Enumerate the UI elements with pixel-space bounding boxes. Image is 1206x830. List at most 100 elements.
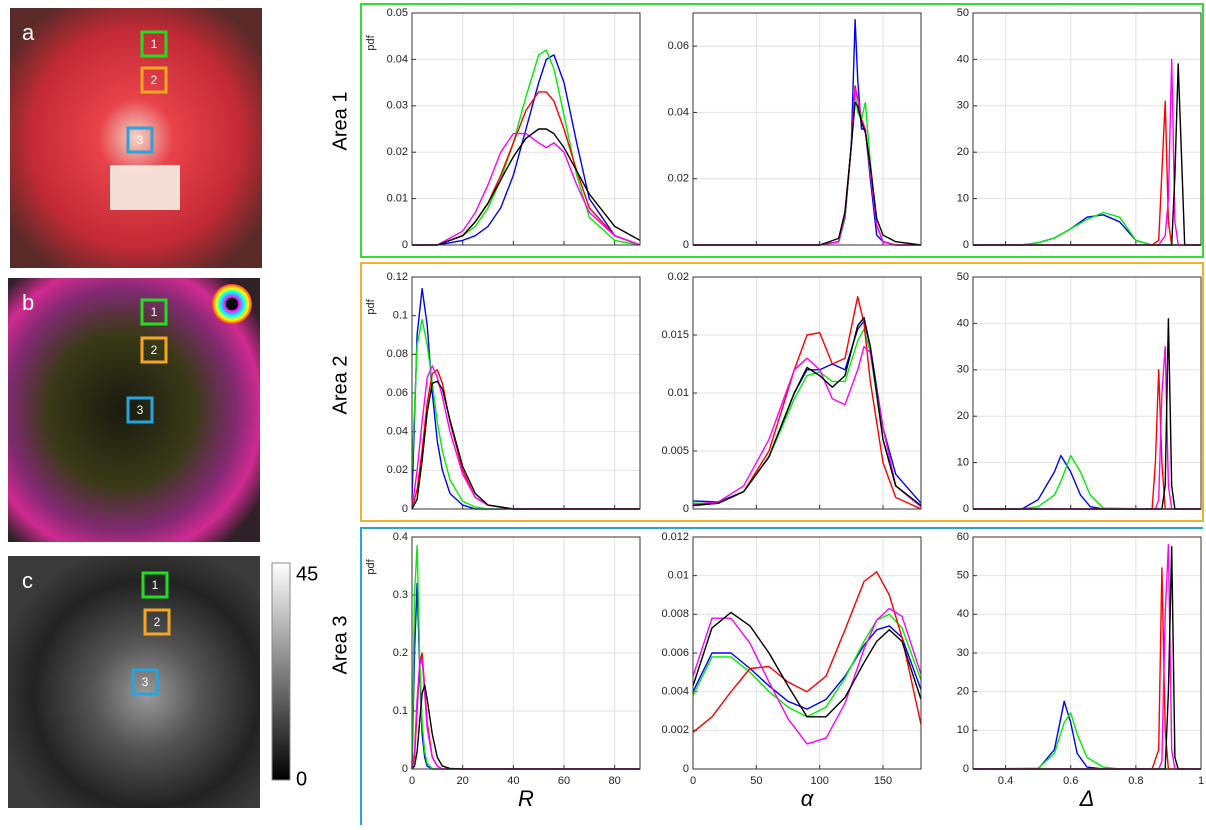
y-tick-label: 60 (957, 531, 969, 543)
y-tick-label: 0.4 (393, 531, 408, 543)
x-tick-label: 80 (609, 775, 621, 787)
y-tick-label: 0 (963, 239, 969, 251)
y-tick-label: 50 (957, 570, 969, 582)
y-axis-label: pdf (365, 558, 377, 574)
y-tick-label: 10 (957, 724, 969, 736)
roi-box (143, 608, 171, 636)
y-tick-label: 0.04 (668, 106, 689, 118)
y-tick-label: 0 (402, 503, 408, 515)
y-tick-label: 50 (957, 7, 969, 19)
axes-box (972, 536, 1202, 770)
frame-area-1 (360, 3, 1204, 258)
y-tick-label: 30 (957, 100, 969, 112)
y-tick-label: 20 (957, 410, 969, 422)
series-line (692, 296, 922, 510)
y-tick-label: 0.03 (387, 100, 408, 112)
y-tick-label: 0.08 (387, 348, 408, 360)
x-tick-label: 100 (810, 775, 828, 787)
x-tick-label: 0.4 (998, 775, 1013, 787)
y-tick-label: 0 (683, 239, 689, 251)
photo-a (10, 8, 262, 268)
y-tick-label: 0.06 (668, 40, 689, 52)
y-tick-label: 0 (963, 763, 969, 775)
x-tick-label: 40 (507, 775, 519, 787)
roi-label: 2 (154, 615, 161, 629)
series-line (412, 54, 641, 246)
plot-area (973, 13, 1201, 245)
x-tick-label: 150 (874, 775, 892, 787)
series-line (412, 49, 641, 246)
y-tick-label: 10 (957, 457, 969, 469)
y-tick-label: 40 (957, 53, 969, 65)
roi-label: 3 (142, 675, 149, 689)
y-tick-label: 0 (683, 503, 689, 515)
colorbar (271, 562, 291, 781)
y-axis-label: pdf (365, 34, 377, 50)
axes-box (692, 12, 922, 246)
x-tick-label: 0.8 (1128, 775, 1143, 787)
roi-box (126, 396, 154, 424)
panel-label: a (22, 20, 35, 45)
series-line (692, 625, 922, 710)
y-tick-label: 40 (957, 317, 969, 329)
photo-highlight (110, 165, 180, 210)
series-line (692, 571, 922, 733)
y-tick-label: 0.01 (668, 570, 689, 582)
y-tick-label: 0.01 (387, 193, 408, 205)
x-axis-label: α (801, 786, 815, 811)
axes-box (972, 12, 1202, 246)
series-line (692, 345, 922, 508)
series-line (693, 88, 921, 246)
roi-label: 3 (137, 133, 144, 147)
y-tick-label: 0.06 (387, 387, 408, 399)
roi-label: 1 (151, 305, 158, 319)
roi-box (140, 66, 168, 94)
x-tick-label: 50 (750, 775, 762, 787)
axes-box (411, 12, 641, 246)
y-axis-label: pdf (365, 298, 377, 314)
series-line (411, 684, 640, 770)
y-tick-label: 0 (963, 503, 969, 515)
y-tick-label: 0.1 (393, 310, 408, 322)
row-label: Area 3 (329, 616, 351, 675)
roi-label: 1 (151, 37, 158, 51)
y-tick-label: 30 (957, 364, 969, 376)
x-tick-label: 60 (558, 775, 570, 787)
y-tick-label: 50 (957, 271, 969, 283)
roi-box (140, 298, 168, 326)
series-line (411, 380, 640, 510)
y-tick-label: 20 (957, 146, 969, 158)
roi-box (131, 668, 159, 696)
y-tick-label: 30 (957, 647, 969, 659)
axes-box (411, 536, 641, 770)
color-wheel (212, 284, 252, 324)
frame-area-3 (360, 527, 1203, 825)
roi-label: 1 (152, 578, 159, 592)
row-label: Area 1 (329, 92, 351, 151)
y-tick-label: 0.04 (387, 426, 408, 438)
y-tick-label: 0.004 (661, 686, 689, 698)
roi-label: 3 (137, 403, 144, 417)
y-tick-label: 0.012 (661, 531, 689, 543)
colorbar-tick-label: 45 (296, 563, 318, 585)
y-tick-label: 0.3 (393, 589, 408, 601)
axes-box (972, 276, 1202, 510)
x-tick-label: 0 (409, 775, 415, 787)
y-tick-label: 0 (402, 239, 408, 251)
x-tick-label: 20 (457, 775, 469, 787)
plot-area (693, 13, 921, 245)
y-tick-label: 0.02 (668, 173, 689, 185)
frame-area-2 (360, 262, 1204, 522)
roi-box (140, 336, 168, 364)
series-line (412, 128, 641, 246)
axes-box (411, 276, 641, 510)
series-line (692, 613, 922, 718)
y-tick-label: 0 (683, 763, 689, 775)
x-tick-label: 1 (1198, 775, 1204, 787)
y-tick-label: 0.2 (393, 647, 408, 659)
x-axis-label: R (518, 786, 534, 811)
x-tick-label: 0.6 (1063, 775, 1078, 787)
roi-box (140, 30, 168, 58)
colorbar-tick-label: 0 (296, 768, 307, 790)
